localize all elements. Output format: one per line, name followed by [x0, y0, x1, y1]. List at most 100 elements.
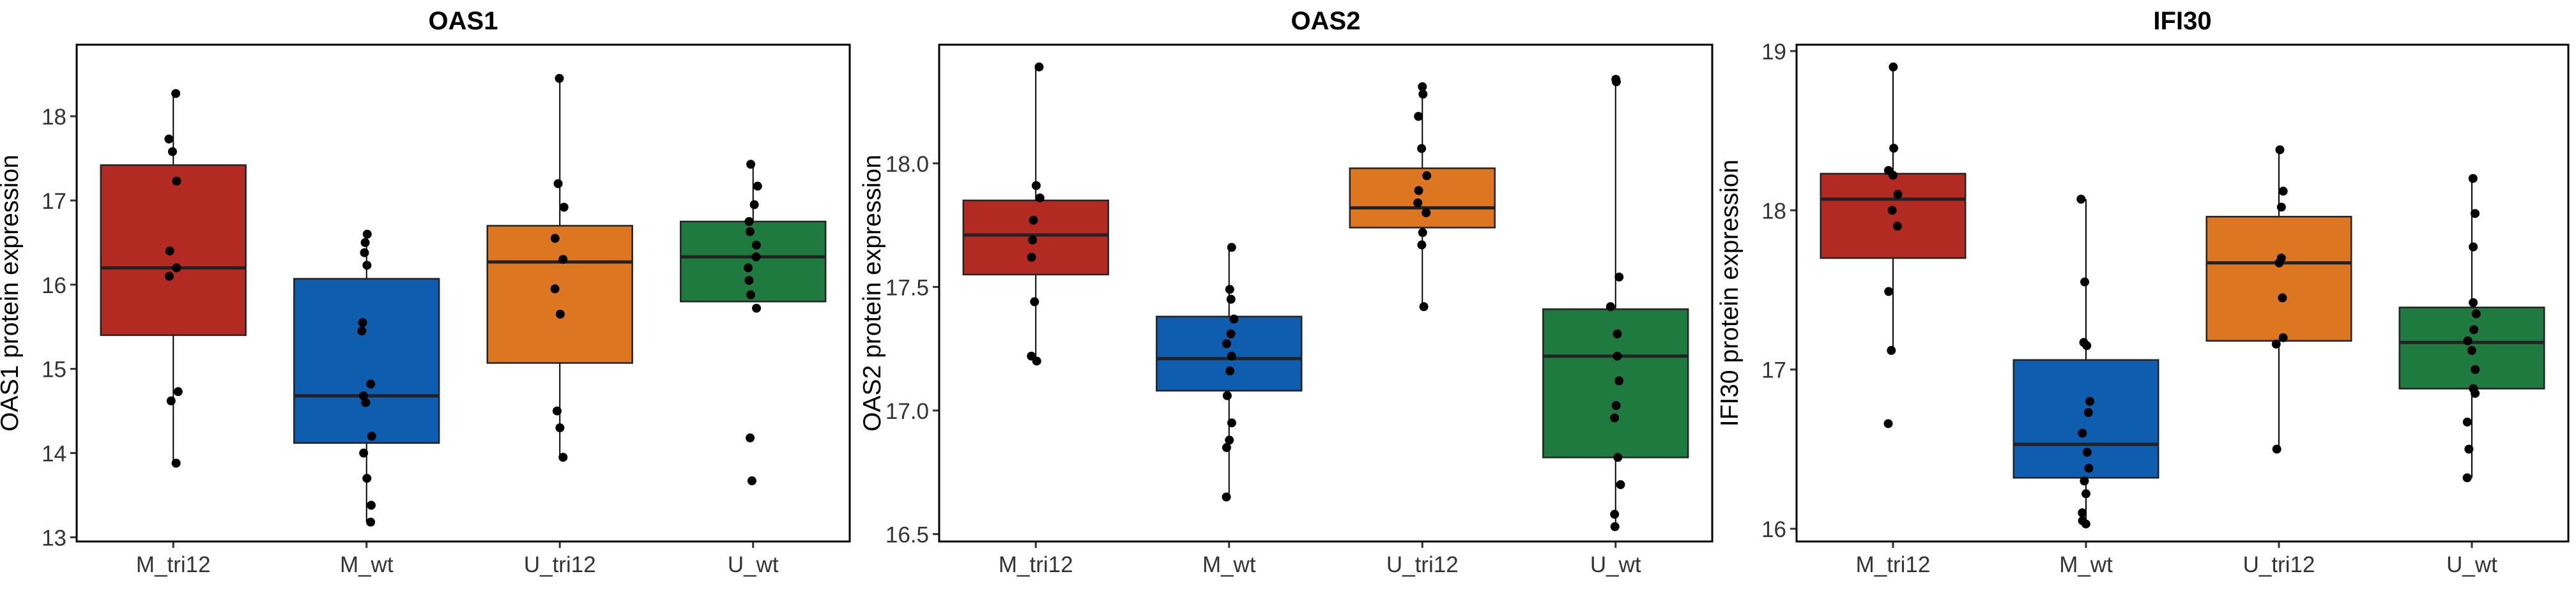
y-axis-label: OAS2 protein expression [859, 155, 886, 432]
data-point [2462, 473, 2472, 483]
data-point [1222, 339, 1231, 349]
data-point [1884, 287, 1894, 296]
data-point [558, 453, 568, 462]
data-point [1227, 243, 1236, 252]
data-point [1610, 510, 1620, 519]
data-point [1889, 62, 1898, 72]
data-point [749, 200, 759, 209]
data-point [1227, 418, 1236, 428]
y-tick-label: 17 [42, 189, 66, 214]
x-tick-label: U_wt [1590, 552, 1641, 577]
data-point [2278, 293, 2287, 303]
data-point [1614, 272, 1624, 282]
data-point [1614, 376, 1624, 386]
box-m-wt [293, 229, 440, 527]
box-u-tri12 [1349, 82, 1496, 312]
y-tick-label: 16 [1761, 517, 1786, 542]
iqr-box [1820, 172, 1966, 259]
box-m-tri12 [962, 62, 1109, 366]
data-point [2271, 339, 2281, 349]
data-point [366, 379, 376, 389]
data-point [1611, 77, 1621, 87]
data-point [164, 271, 174, 281]
data-point [1028, 235, 1038, 245]
data-point [751, 240, 761, 250]
data-point [166, 396, 176, 405]
data-point [2080, 277, 2090, 287]
y-tick-label: 14 [42, 442, 66, 467]
iqr-box [2012, 359, 2159, 479]
panel-border [938, 43, 1713, 543]
x-tick-label: M_tri12 [1856, 552, 1931, 577]
data-point [2468, 174, 2478, 183]
data-point [1035, 193, 1045, 202]
data-point [362, 261, 372, 270]
data-point [1417, 144, 1427, 153]
data-point [555, 423, 565, 432]
data-point [167, 147, 177, 156]
data-point [752, 303, 762, 313]
y-tick-label: 15 [42, 358, 66, 382]
data-point [2462, 417, 2472, 427]
x-tick-label: U_tri12 [524, 552, 596, 577]
data-point [1225, 285, 1234, 294]
x-tick-label: U_tri12 [1386, 552, 1459, 577]
data-point [751, 252, 761, 262]
data-point [360, 248, 369, 257]
data-point [2080, 476, 2089, 486]
data-point [1889, 144, 1899, 153]
data-point [746, 160, 756, 169]
panel-ifi30: IFI30 IFI30 protein expression 16 17 18 19 M_t… [1716, 7, 2570, 577]
data-point [1222, 391, 1232, 400]
x-tick-label: M_wt [2059, 552, 2113, 577]
data-point [1892, 222, 1902, 231]
data-point [2463, 336, 2472, 345]
data-point [1888, 170, 1897, 180]
x-tick-label: M_tri12 [999, 552, 1073, 577]
data-point [559, 202, 569, 212]
data-point [1417, 240, 1427, 250]
data-point [2078, 508, 2087, 518]
x-tick-label: U_tri12 [2243, 552, 2315, 577]
data-point [1030, 297, 1039, 306]
data-point [550, 284, 560, 294]
chart-title: OAS1 [429, 7, 498, 35]
data-point [2076, 194, 2086, 204]
data-point [358, 318, 367, 328]
data-point [357, 326, 367, 336]
data-point [1225, 435, 1234, 445]
data-point [2471, 389, 2480, 398]
data-point [2278, 333, 2288, 342]
y-tick-label: 17 [1761, 358, 1786, 383]
data-point [358, 391, 368, 400]
data-point [552, 406, 562, 416]
data-point [359, 448, 369, 458]
data-point [1422, 171, 1432, 181]
data-point [362, 229, 372, 239]
data-point [2469, 242, 2478, 252]
data-point [1414, 186, 1423, 195]
data-point [1414, 112, 1423, 121]
data-point [2272, 444, 2281, 454]
data-point [746, 290, 756, 299]
data-point [1225, 366, 1235, 375]
data-point [1032, 356, 1041, 366]
data-point [164, 134, 174, 144]
iqr-box [2205, 216, 2352, 342]
y-tick-label: 13 [42, 526, 66, 550]
data-point [2278, 186, 2288, 196]
data-point [1616, 480, 1625, 489]
data-point [2276, 202, 2286, 212]
data-point [1422, 208, 1431, 218]
y-tick-label: 18 [42, 105, 66, 130]
data-point [1029, 215, 1038, 225]
data-point [1419, 302, 1429, 312]
data-point [165, 246, 174, 256]
data-point [744, 216, 754, 226]
data-point [2469, 298, 2478, 307]
data-point [2471, 365, 2480, 374]
data-point [1027, 252, 1036, 262]
data-point [366, 517, 376, 527]
data-point [2467, 345, 2476, 355]
